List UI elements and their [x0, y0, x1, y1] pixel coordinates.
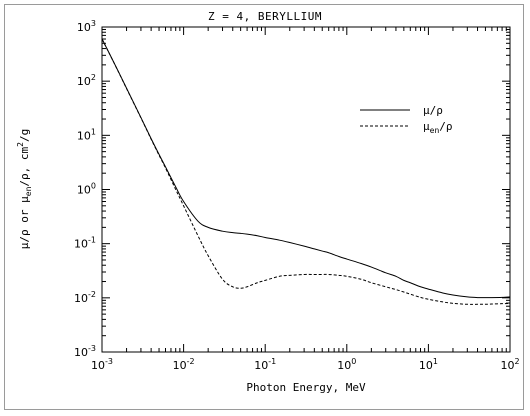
plot-frame: Z = 4, BERYLLIUM 10-3 10-2 10-1 100 101 102 1…: [4, 4, 524, 410]
y-tick-exp: 3: [91, 19, 96, 28]
y-label-suffix: /g: [18, 129, 31, 142]
chart-title: Z = 4, BERYLLIUM: [208, 10, 322, 23]
y-tick-exp: 2: [91, 73, 96, 82]
y-label-sub: en: [24, 186, 33, 196]
y-tick-base: 10: [77, 184, 91, 197]
y-label-sup: 2: [16, 142, 25, 147]
x-tick-labels: 10-3 10-2 10-1 100 101 102: [91, 357, 520, 372]
x-axis-label: Photon Energy, MeV: [246, 381, 366, 394]
y-tick-label: 10-3: [74, 344, 96, 359]
x-tick-label: 100: [337, 357, 356, 372]
y-tick-label: 101: [77, 127, 96, 142]
x-tick-base: 10: [91, 359, 105, 372]
x-tick-label: 10-2: [173, 357, 195, 372]
y-tick-exp: -3: [88, 344, 96, 353]
y-label-mid: /ρ, cm: [18, 146, 31, 186]
y-tick-exp: -1: [88, 236, 96, 245]
x-minor-ticks: [126, 27, 507, 352]
series-layer: [101, 38, 511, 305]
y-tick-base: 10: [74, 346, 88, 359]
legend-mu-en-suffix: /ρ: [439, 120, 452, 133]
y-minor-ticks: [102, 28, 510, 337]
x-tick-exp: 0: [351, 357, 356, 366]
y-tick-base: 10: [77, 129, 91, 142]
x-tick-base: 10: [419, 359, 433, 372]
y-axis-label: μ/ρ or μen/ρ, cm2/g: [16, 129, 33, 249]
y-tick-label: 10-2: [74, 290, 96, 305]
legend: μ/ρ μen/ρ: [360, 104, 453, 135]
x-tick-base: 10: [173, 359, 187, 372]
y-tick-base: 10: [74, 292, 88, 305]
x-tick-label: 101: [419, 357, 438, 372]
y-tick-base: 10: [74, 238, 88, 251]
plot-border: [101, 26, 511, 353]
plot-area: [101, 26, 511, 353]
x-tick-exp: 2: [514, 357, 519, 366]
y-tick-base: 10: [77, 75, 91, 88]
y-tick-label: 10-1: [74, 236, 96, 251]
x-tick-exp: -3: [105, 357, 113, 366]
series-line-mu-rho: [101, 38, 511, 299]
y-tick-exp: 0: [91, 182, 96, 191]
x-tick-label: 10-3: [91, 357, 113, 372]
legend-mu-en-prefix: μ: [423, 120, 430, 133]
y-tick-label: 102: [77, 73, 96, 88]
y-tick-exp: -2: [88, 290, 96, 299]
x-tick-base: 10: [254, 359, 268, 372]
y-label-prefix: μ/ρ or μ: [18, 196, 31, 249]
chart: Z = 4, BERYLLIUM 10-3 10-2 10-1 100 101 102 1…: [16, 10, 520, 394]
x-tick-label: 102: [500, 357, 519, 372]
y-tick-exp: 1: [91, 127, 96, 136]
y-tick-label: 100: [77, 182, 96, 197]
legend-label-mu-en-rho: μen/ρ: [423, 120, 453, 135]
x-tick-base: 10: [337, 359, 351, 372]
legend-label-mu-rho: μ/ρ: [423, 104, 443, 117]
legend-mu-en-sub: en: [430, 126, 440, 135]
x-tick-exp: -2: [187, 357, 195, 366]
x-tick-label: 10-1: [254, 357, 276, 372]
series-line-mu-en-rho: [101, 38, 511, 305]
x-tick-exp: 1: [433, 357, 438, 366]
x-tick-base: 10: [500, 359, 514, 372]
x-tick-exp: -1: [268, 357, 276, 366]
y-tick-base: 10: [77, 21, 91, 34]
y-tick-label: 103: [77, 19, 96, 34]
